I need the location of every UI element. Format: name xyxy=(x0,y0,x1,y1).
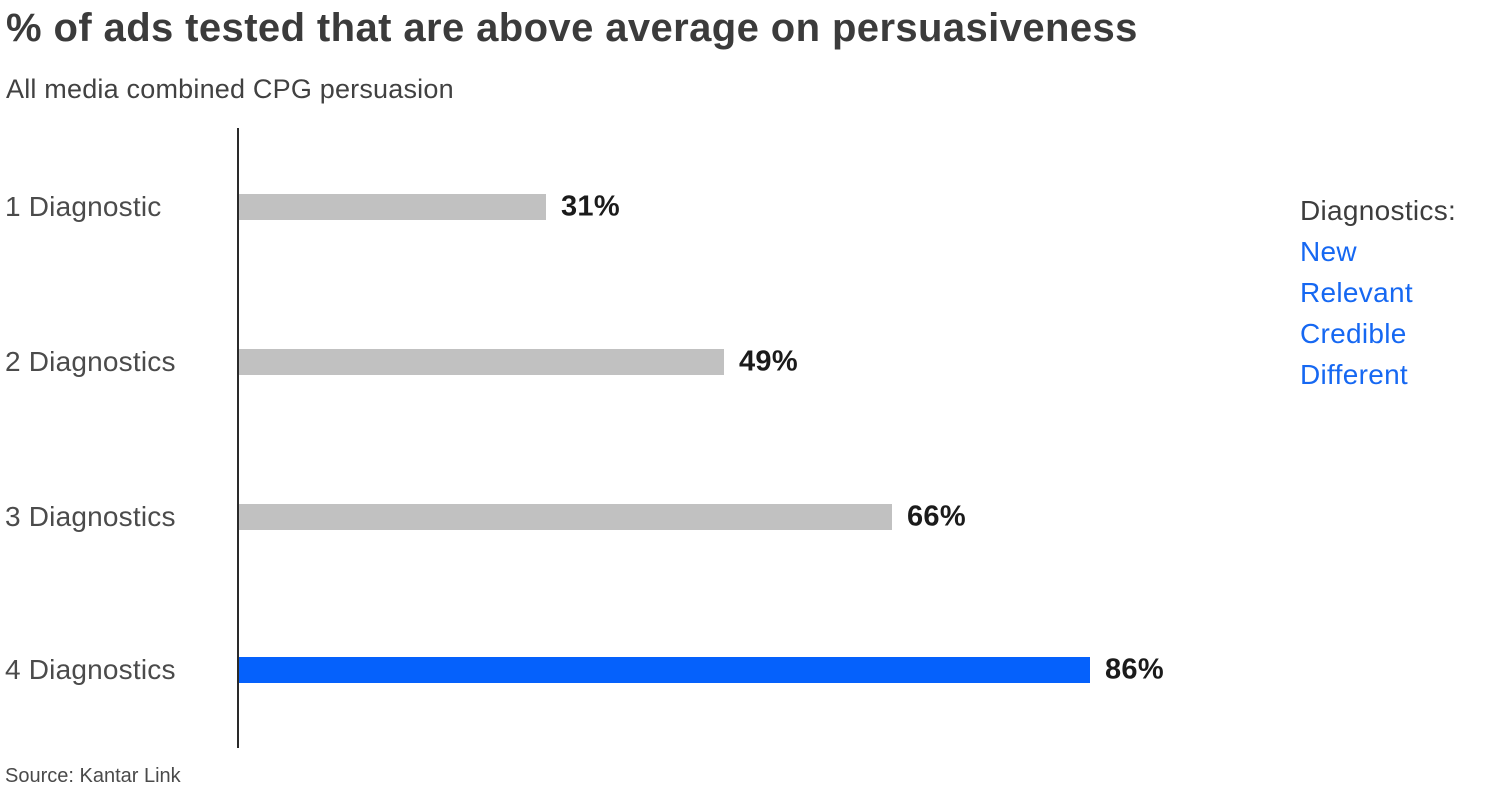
value-label: 49% xyxy=(739,345,798,378)
category-label: 3 Diagnostics xyxy=(5,501,176,532)
bar xyxy=(239,504,892,530)
value-label: 31% xyxy=(561,190,620,223)
y-axis-line xyxy=(237,128,239,748)
bar xyxy=(239,349,724,375)
source-note: Source: Kantar Link xyxy=(5,765,181,787)
legend-item: Relevant xyxy=(1300,277,1413,308)
bar xyxy=(239,194,546,220)
legend-items: New Relevant Credible Different xyxy=(1300,231,1456,395)
bar xyxy=(239,657,1090,683)
legend-item: New xyxy=(1300,236,1357,267)
value-label: 66% xyxy=(907,500,966,533)
category-label: 1 Diagnostic xyxy=(5,191,162,222)
legend-header: Diagnostics: xyxy=(1300,195,1457,226)
category-label: 2 Diagnostics xyxy=(5,346,176,377)
legend-item: Credible xyxy=(1300,318,1407,349)
legend-item: Different xyxy=(1300,359,1409,390)
value-label: 86% xyxy=(1105,653,1164,686)
legend: Diagnostics: New Relevant Credible Differen… xyxy=(1300,190,1456,395)
chart-subtitle: All media combined CPG persuasion xyxy=(6,74,454,104)
chart-title: % of ads tested that are above average o… xyxy=(6,6,1138,50)
category-label: 4 Diagnostics xyxy=(5,654,176,685)
